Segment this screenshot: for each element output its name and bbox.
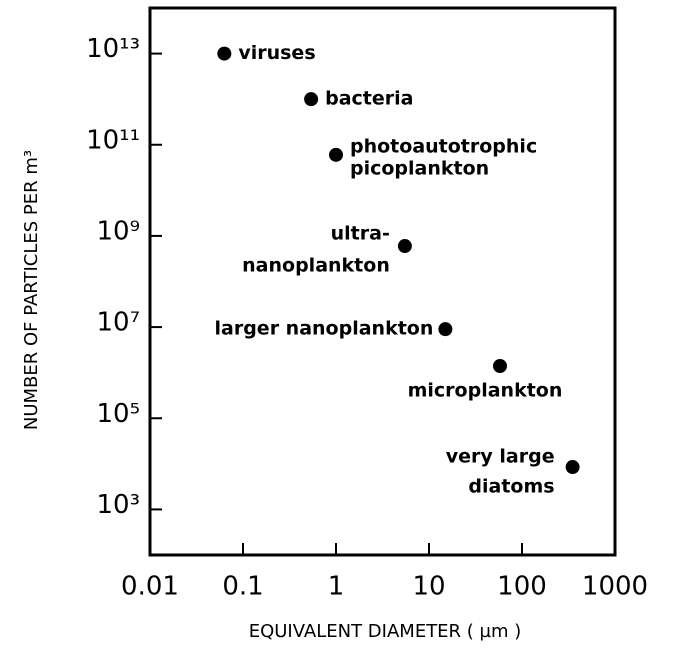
- point: [329, 147, 343, 162]
- point: [565, 460, 580, 475]
- y-axis-label: NUMBER OF PARTICLES PER m³: [21, 150, 42, 430]
- point-label: bacteria: [325, 88, 413, 110]
- point: [304, 92, 319, 107]
- point: [492, 359, 507, 374]
- x-tick-label: 10: [412, 572, 445, 602]
- y-tick-label: 10⁹: [96, 216, 140, 246]
- y-tick-label: 10³: [96, 490, 140, 520]
- point-label: picoplankton: [350, 157, 489, 179]
- x-tick-label: 100: [497, 572, 547, 602]
- point: [217, 46, 232, 61]
- x-tick-label: 1: [328, 572, 345, 602]
- x-tick-label: 0.01: [121, 572, 179, 602]
- point: [397, 239, 412, 254]
- point-label: very large: [446, 446, 555, 468]
- point-label: diatoms: [468, 476, 554, 498]
- point-label: larger nanoplankton: [215, 318, 434, 340]
- y-tick-label: 10⁵: [96, 399, 140, 429]
- x-tick-label: 1000: [582, 572, 648, 602]
- point-label: ultra-: [331, 223, 390, 245]
- point-label: viruses: [238, 42, 315, 64]
- point-label: photoautotrophic: [350, 135, 537, 157]
- x-axis-label: EQUIVALENT DIAMETER ( µm ): [249, 621, 522, 642]
- point-label: nanoplankton: [242, 255, 390, 277]
- y-tick-label: 10¹¹: [86, 125, 140, 155]
- point: [438, 322, 453, 337]
- y-tick-label: 10¹³: [86, 34, 140, 64]
- y-tick-label: 10⁷: [96, 308, 140, 338]
- x-tick-label: 0.1: [222, 572, 263, 602]
- point-label: microplankton: [408, 380, 563, 402]
- plot-frame: [148, 6, 617, 557]
